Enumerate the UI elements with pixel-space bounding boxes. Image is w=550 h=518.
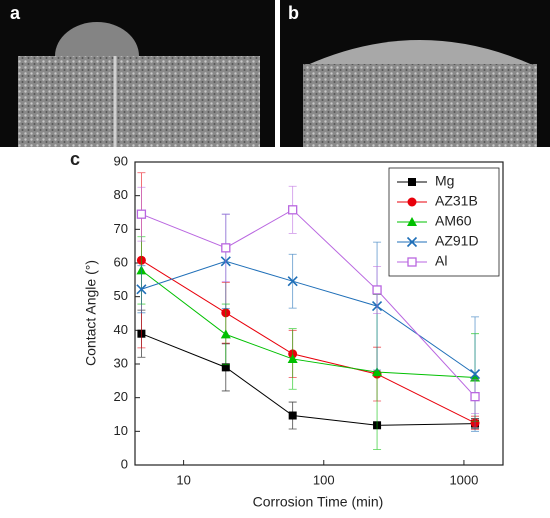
legend-label: AZ91D <box>435 233 479 249</box>
marker <box>407 197 417 207</box>
y-tick-label: 80 <box>114 187 128 202</box>
y-axis-title: Contact Angle (°) <box>83 260 99 366</box>
marker <box>469 369 481 380</box>
x-tick-label: 100 <box>313 472 335 487</box>
panel-label: c <box>70 149 80 169</box>
marker <box>287 353 298 363</box>
photo-b <box>280 0 550 147</box>
x-axis-title: Corrosion Time (min) <box>253 494 384 510</box>
y-tick-label: 10 <box>114 423 128 438</box>
series-line <box>141 333 476 426</box>
panel-label: b <box>288 3 299 23</box>
marker <box>221 363 230 372</box>
legend-label: Mg <box>435 173 454 189</box>
photo-a <box>0 0 275 147</box>
y-tick-label: 50 <box>114 288 128 303</box>
y-tick-label: 60 <box>114 254 128 269</box>
legend-label: AM60 <box>435 213 472 229</box>
y-tick-label: 20 <box>114 389 128 404</box>
series <box>136 185 480 414</box>
series-line <box>141 270 476 378</box>
panel-label: a <box>10 3 21 23</box>
marker <box>288 411 297 420</box>
y-tick-label: 0 <box>121 456 128 471</box>
marker <box>372 285 382 295</box>
marker <box>408 178 416 186</box>
y-tick-label: 90 <box>114 153 128 168</box>
marker <box>287 276 298 287</box>
x-tick-label: 1000 <box>449 472 478 487</box>
marker <box>136 284 147 295</box>
marker <box>288 205 298 215</box>
marker <box>407 257 417 267</box>
y-tick-label: 30 <box>114 355 128 370</box>
marker <box>221 243 231 253</box>
marker <box>220 329 231 339</box>
marker <box>136 209 147 219</box>
marker <box>407 217 417 226</box>
legend-label: AZ31B <box>435 193 478 209</box>
marker <box>372 367 383 377</box>
y-tick-label: 40 <box>114 322 128 337</box>
y-tick-label: 70 <box>114 221 128 236</box>
x-tick-label: 10 <box>176 472 190 487</box>
plot-frame <box>134 161 504 466</box>
series <box>137 309 480 430</box>
marker <box>406 236 418 248</box>
marker <box>470 392 480 402</box>
legend-label: Al <box>435 253 447 269</box>
